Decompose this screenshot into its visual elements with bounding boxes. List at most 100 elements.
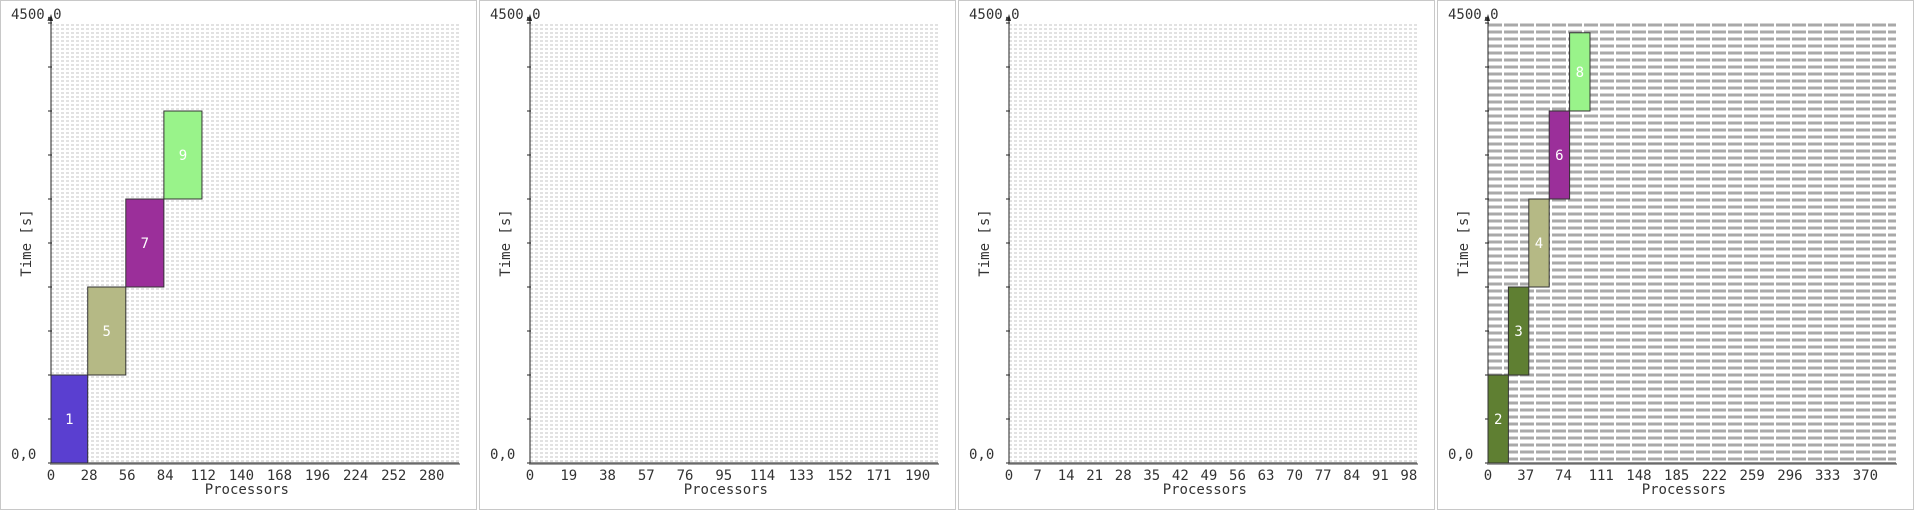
task-label: 6 (1555, 148, 1563, 164)
x-tick-label: 0 (1005, 468, 1013, 484)
task-bar (50, 374, 89, 464)
task-label: 8 (1576, 65, 1584, 81)
x-tick-label: 112 (191, 468, 216, 484)
x-tick-label: 76 (677, 468, 694, 484)
y-max-label: 4500,0 (11, 7, 62, 23)
task-label: 5 (103, 324, 111, 340)
y-axis-arrow (528, 14, 532, 21)
y-axis-arrow (49, 14, 53, 21)
x-tick-label: 148 (1626, 468, 1651, 484)
x-tick-label: 56 (119, 468, 136, 484)
x-tick-label: 0 (1484, 468, 1492, 484)
x-tick-label: 0 (526, 468, 534, 484)
x-tick-label: 21 (1086, 468, 1103, 484)
x-tick-label: 56 (1229, 468, 1246, 484)
x-tick-label: 38 (599, 468, 616, 484)
y-ticks (48, 22, 52, 464)
x-tick-label: 168 (267, 468, 292, 484)
task-label: 2 (1494, 412, 1502, 428)
x-tick-label: 84 (157, 468, 174, 484)
y-ticks (1485, 22, 1489, 464)
x-minor-ticks (1008, 463, 1418, 465)
task-label: 3 (1514, 324, 1522, 340)
task-bar (1569, 32, 1591, 112)
x-tick-label: 14 (1058, 468, 1075, 484)
x-minor-ticks (50, 463, 460, 465)
x-tick-label: 98 (1400, 468, 1417, 484)
x-tick-label: 114 (750, 468, 775, 484)
x-tick-label: 280 (419, 468, 444, 484)
task-bar (1528, 198, 1550, 288)
task-bar (1507, 286, 1530, 376)
x-minor-ticks (529, 463, 939, 465)
x-axis-title: Processors (1163, 482, 1247, 498)
x-tick-label: 190 (905, 468, 930, 484)
x-tick-label: 111 (1589, 468, 1614, 484)
y-axis-arrow (1486, 14, 1490, 21)
x-tick-label: 196 (305, 468, 330, 484)
x-tick-label: 133 (789, 468, 814, 484)
x-tick-label: 49 (1200, 468, 1217, 484)
grid-lines (1009, 24, 1417, 462)
y-max-label: 4500,0 (1448, 7, 1499, 23)
y-ticks (1006, 22, 1010, 464)
chart-panel-4: 0 37 74 111 148 185 222 259 296 333 370 0,0 4500,0 Pr… (1437, 0, 1914, 510)
y-min-label: 0,0 (11, 447, 36, 463)
x-tick-label: 259 (1740, 468, 1765, 484)
x-tick-label: 171 (866, 468, 891, 484)
x-tick-label: 91 (1372, 468, 1389, 484)
x-tick-label: 28 (1115, 468, 1132, 484)
task-bar (125, 198, 165, 288)
gantt-chart-1: 0 28 56 84 112 140 168 196 224 252 280 0,0 4500,0 Pro… (11, 7, 460, 498)
x-tick-label: 185 (1664, 468, 1689, 484)
x-minor-ticks (1487, 463, 1897, 465)
x-tick-label: 37 (1517, 468, 1534, 484)
x-tick-label: 333 (1815, 468, 1840, 484)
x-axis-title: Processors (684, 482, 768, 498)
x-axis-title: Processors (1642, 482, 1726, 498)
x-tick-label: 19 (560, 468, 577, 484)
y-ticks (527, 22, 531, 464)
task-label: 7 (141, 236, 149, 252)
y-max-label: 4500,0 (490, 7, 541, 23)
x-tick-label: 77 (1315, 468, 1332, 484)
grid-lines (1488, 23, 1896, 461)
x-tick-label: 7 (1033, 468, 1041, 484)
task-bar (163, 110, 203, 200)
x-tick-label: 370 (1853, 468, 1878, 484)
x-tick-label: 63 (1258, 468, 1275, 484)
x-tick-label: 57 (638, 468, 655, 484)
grid-lines (530, 24, 938, 462)
x-tick-label: 152 (827, 468, 852, 484)
y-axis-title: Time [s] (498, 209, 514, 276)
chart-panel-1: 0 28 56 84 112 140 168 196 224 252 280 0,0 4500,0 Pro… (0, 0, 477, 510)
y-min-label: 0,0 (969, 447, 994, 463)
x-tick-label: 95 (715, 468, 732, 484)
task-bar (1548, 110, 1571, 200)
x-tick-label: 222 (1702, 468, 1727, 484)
x-tick-label: 28 (81, 468, 98, 484)
x-tick-label: 296 (1777, 468, 1802, 484)
x-tick-label: 0 (47, 468, 55, 484)
y-max-label: 4500,0 (969, 7, 1020, 23)
y-axis-title: Time [s] (1456, 209, 1472, 276)
x-axis-title: Processors (205, 482, 289, 498)
task-label: 4 (1535, 236, 1543, 252)
x-tick-label: 70 (1286, 468, 1303, 484)
gantt-chart-2: 0 19 38 57 76 95 114 133 152 171 190 0,0 4500,0 Proce… (490, 7, 939, 498)
chart-panel-3: 0 7 14 21 28 35 42 49 56 63 70 77 84 91 98 0,0 4500,0 Pro… (958, 0, 1435, 510)
x-tick-label: 224 (343, 468, 368, 484)
gantt-chart-4: 0 37 74 111 148 185 222 259 296 333 370 0,0 4500,0 Pr… (1448, 7, 1897, 498)
x-tick-label: 42 (1172, 468, 1189, 484)
chart-panel-2: 0 19 38 57 76 95 114 133 152 171 190 0,0 4500,0 Proce… (479, 0, 956, 510)
x-tick-label: 252 (381, 468, 406, 484)
x-tick-label: 35 (1143, 468, 1160, 484)
y-axis-arrow (1007, 14, 1011, 21)
x-tick-label: 140 (229, 468, 254, 484)
task-label: 9 (179, 148, 187, 164)
y-min-label: 0,0 (1448, 447, 1473, 463)
y-axis-title: Time [s] (977, 209, 993, 276)
x-tick-label: 84 (1343, 468, 1360, 484)
y-axis-title: Time [s] (19, 209, 35, 276)
